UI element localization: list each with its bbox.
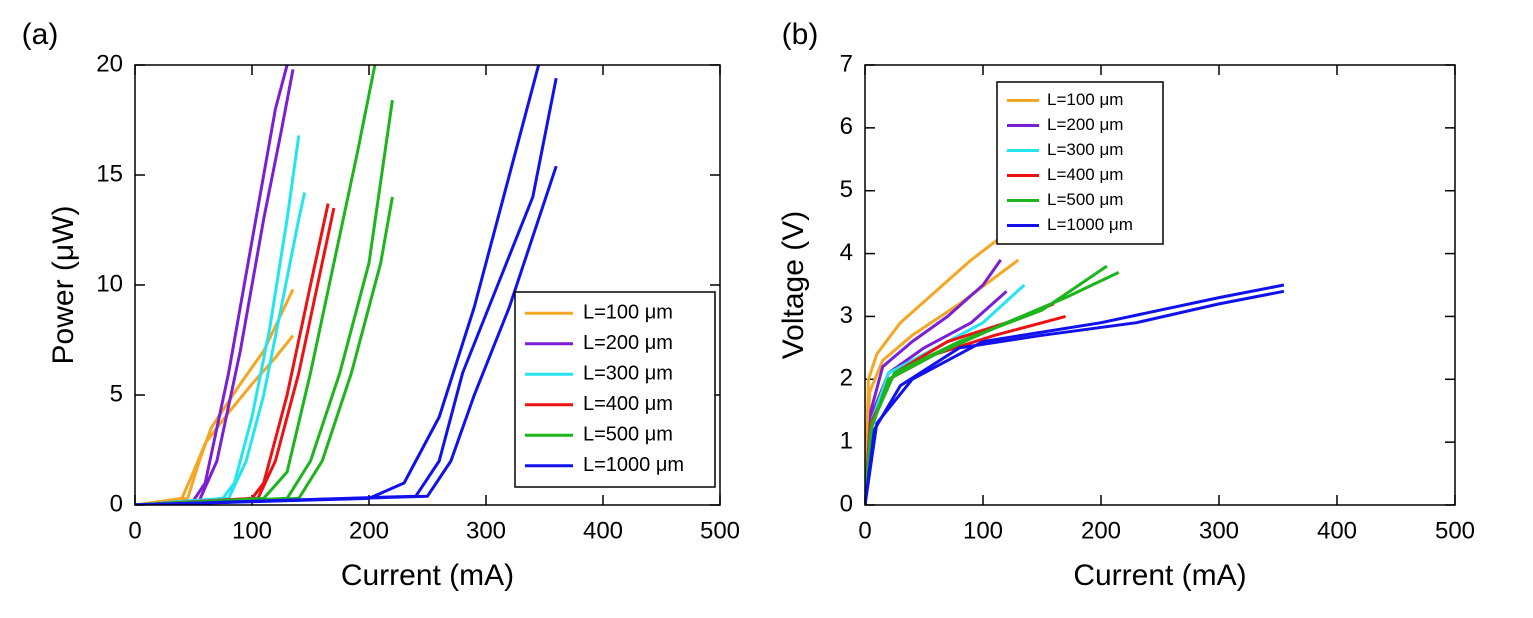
legend-label: L=100 μm — [583, 302, 673, 324]
x-tick-label: 0 — [128, 517, 141, 544]
y-tick-label: 10 — [96, 270, 123, 297]
data-line — [135, 135, 301, 505]
x-tick-label: 200 — [349, 517, 389, 544]
data-line — [135, 99, 394, 505]
legend-label: L=500 μm — [1047, 190, 1123, 209]
x-tick-label: 100 — [963, 517, 1003, 544]
legend-label: L=400 μm — [583, 393, 673, 415]
x-tick-label: 200 — [1081, 517, 1121, 544]
y-tick-label: 0 — [110, 490, 123, 517]
y-tick-label: 20 — [96, 50, 123, 77]
plot-lines — [135, 65, 558, 505]
y-axis-label: Voltage (V) — [777, 211, 810, 359]
data-line — [135, 207, 336, 505]
y-tick-label: 1 — [840, 427, 853, 454]
data-line — [135, 77, 558, 505]
legend-label: L=1000 μm — [583, 454, 684, 476]
legend-label: L=500 μm — [583, 424, 673, 446]
y-tick-label: 5 — [840, 176, 853, 203]
data-line — [135, 65, 289, 505]
y-tick-label: 7 — [840, 50, 853, 77]
y-tick-label: 2 — [840, 365, 853, 392]
y-tick-label: 3 — [840, 302, 853, 329]
legend-label: L=100 μm — [1047, 90, 1123, 109]
legend-label: L=300 μm — [1047, 140, 1123, 159]
plot-lines — [865, 227, 1285, 505]
x-tick-label: 300 — [466, 517, 506, 544]
x-tick-label: 400 — [583, 517, 623, 544]
x-tick-label: 0 — [858, 517, 871, 544]
data-line — [135, 65, 541, 505]
x-tick-label: 500 — [1435, 517, 1475, 544]
data-line — [865, 314, 1066, 505]
legend-box — [514, 291, 716, 488]
x-tick-label: 400 — [1317, 517, 1357, 544]
data-line — [865, 283, 1285, 505]
x-axis-label: Current (mA) — [1073, 559, 1246, 592]
data-line — [135, 192, 307, 505]
x-tick-label: 500 — [700, 517, 740, 544]
x-tick-label: 100 — [232, 517, 272, 544]
legend-label: L=200 μm — [583, 332, 673, 354]
y-tick-label: 6 — [840, 113, 853, 140]
panel-label: (b) — [782, 18, 819, 51]
y-tick-label: 4 — [840, 239, 853, 266]
y-tick-label: 15 — [96, 160, 123, 187]
plot-frame — [864, 64, 1456, 506]
data-line — [865, 264, 1108, 505]
legend-label: L=400 μm — [1047, 165, 1123, 184]
data-line — [865, 259, 1002, 505]
legend-label: L=200 μm — [1047, 115, 1123, 134]
y-axis-label: Power (μW) — [47, 206, 80, 365]
x-tick-label: 300 — [1199, 517, 1239, 544]
x-axis-label: Current (mA) — [341, 559, 514, 592]
plot-frame — [134, 64, 721, 506]
legend-label: L=300 μm — [583, 363, 673, 385]
y-tick-label: 5 — [110, 380, 123, 407]
data-line — [865, 227, 1014, 505]
legend-box — [996, 81, 1164, 245]
data-line — [135, 165, 558, 505]
y-tick-label: 0 — [840, 490, 853, 517]
data-line — [135, 65, 377, 505]
panel-label: (a) — [22, 18, 59, 51]
legend-label: L=1000 μm — [1047, 215, 1133, 234]
